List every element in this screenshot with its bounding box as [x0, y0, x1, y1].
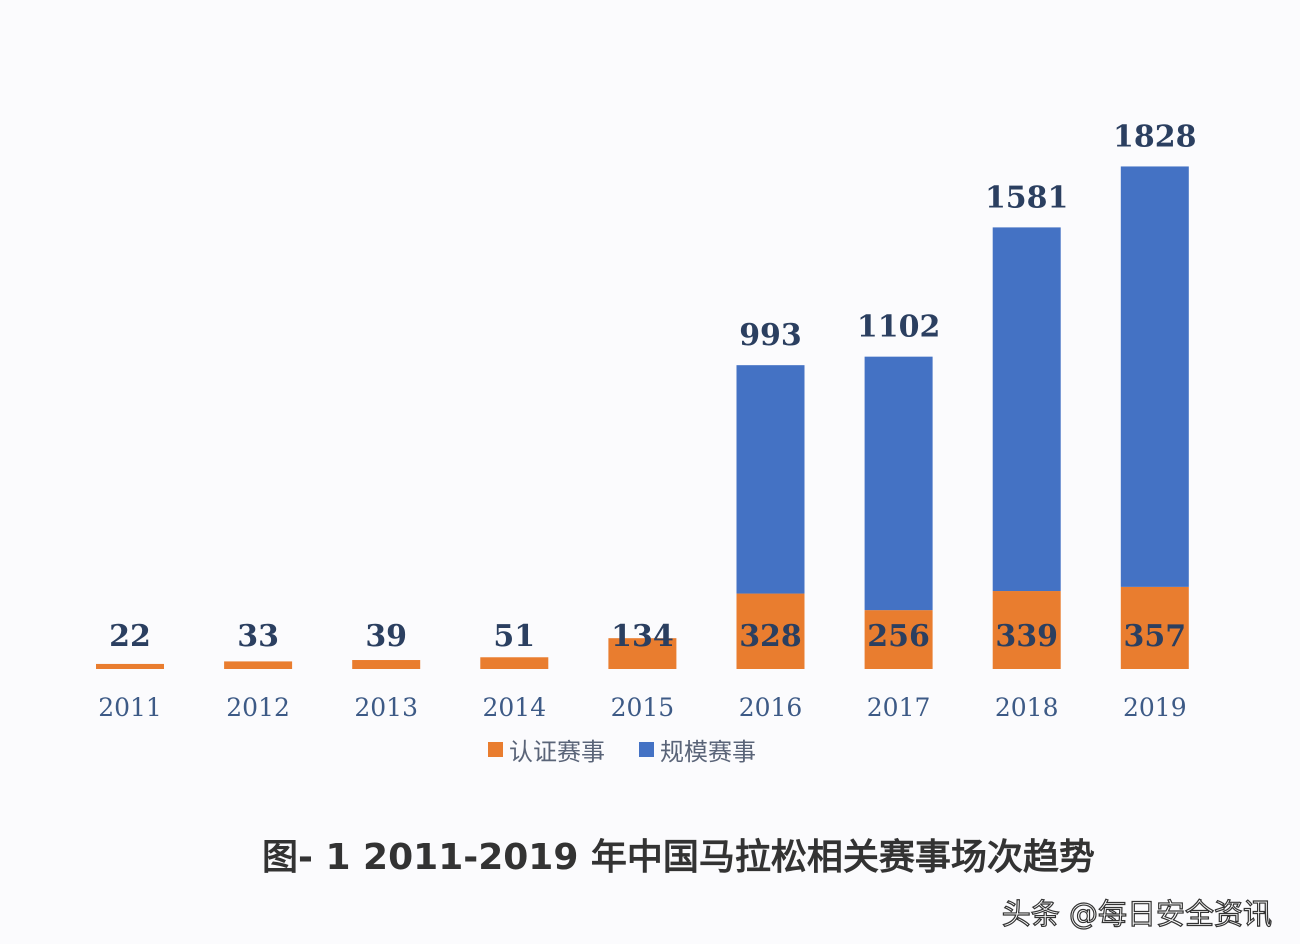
- legend-swatch-certified: [488, 742, 503, 757]
- legend-swatch-scale: [639, 742, 654, 757]
- bar-scale-2019: [1120, 166, 1189, 587]
- data-label-certified-2016: 328: [739, 619, 802, 654]
- bar-certified-2011: [96, 663, 164, 669]
- data-label-certified-2012: 33: [237, 619, 279, 654]
- legend: 认证赛事 规模赛事: [488, 732, 756, 767]
- data-label-certified-2011: 22: [109, 619, 151, 654]
- x-tick-label-2019: 2019: [1123, 693, 1187, 722]
- bar-certified-2015: [608, 638, 677, 669]
- bar-certified-2016: [736, 593, 805, 669]
- bar-certified-2014: [480, 657, 549, 669]
- x-tick-label-2014: 2014: [482, 693, 546, 722]
- bar-certified-2018: [992, 591, 1061, 669]
- legend-item-certified: 认证赛事: [488, 732, 605, 767]
- data-label-scale-2018: 1581: [985, 180, 1069, 215]
- legend-item-scale: 规模赛事: [639, 732, 756, 767]
- data-label-certified-2013: 39: [365, 619, 407, 654]
- x-tick-label-2015: 2015: [611, 693, 675, 722]
- x-tick-label-2012: 2012: [226, 693, 290, 722]
- x-tick-label-2018: 2018: [995, 693, 1059, 722]
- chart-title: 图- 1 2011-2019 年中国马拉松相关赛事场次趋势: [262, 837, 1095, 878]
- x-tick-label-2011: 2011: [98, 693, 162, 722]
- bar-scale-2017: [864, 356, 933, 611]
- bar-scale-2018: [992, 227, 1061, 592]
- data-label-scale-2019: 1828: [1113, 119, 1197, 154]
- x-tick-label-2013: 2013: [354, 693, 418, 722]
- data-label-certified-2015: 134: [611, 619, 674, 654]
- bar-scale-2016: [736, 365, 805, 594]
- data-label-certified-2014: 51: [493, 619, 535, 654]
- legend-label-certified: 认证赛事: [509, 738, 605, 766]
- x-tick-label-2016: 2016: [739, 693, 803, 722]
- bar-certified-2019: [1120, 586, 1189, 669]
- data-label-certified-2017: 256: [867, 619, 930, 654]
- bar-certified-2013: [352, 660, 421, 669]
- data-label-scale-2016: 993: [739, 318, 802, 353]
- watermark: 头条 @每日安全资讯: [1001, 896, 1272, 931]
- bar-certified-2017: [864, 610, 933, 669]
- x-tick-label-2017: 2017: [867, 693, 931, 722]
- data-label-scale-2017: 1102: [857, 310, 941, 345]
- data-label-certified-2019: 357: [1123, 619, 1186, 654]
- bar-certified-2012: [224, 661, 293, 669]
- legend-label-scale: 规模赛事: [660, 738, 756, 766]
- data-label-certified-2018: 339: [995, 619, 1058, 654]
